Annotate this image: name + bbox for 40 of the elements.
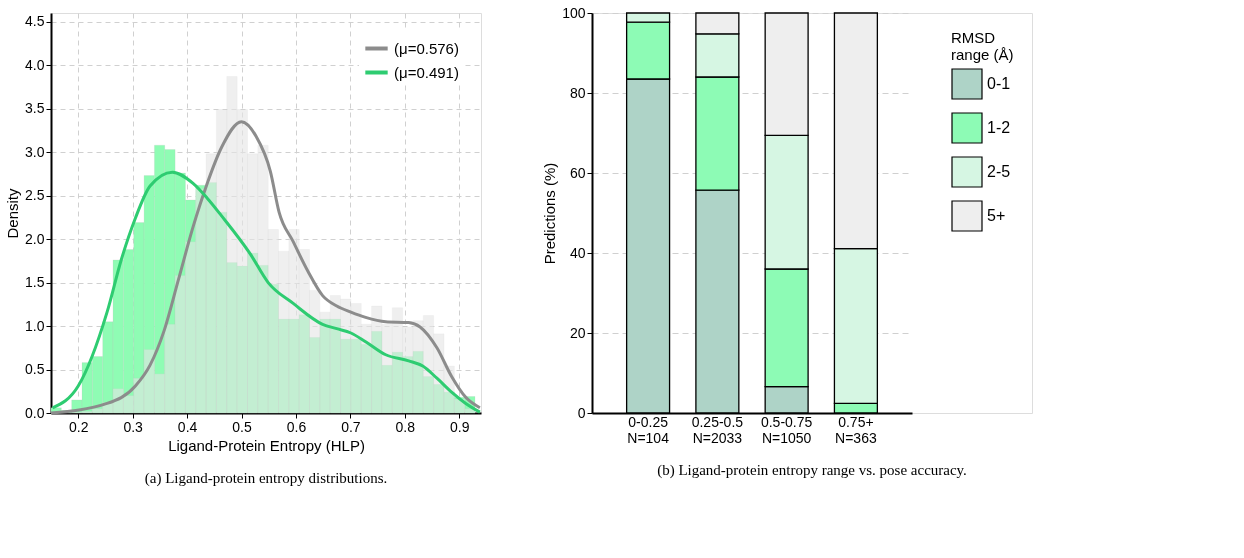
x-axis-title: Ligand-Protein Entropy (HLP) bbox=[168, 436, 365, 454]
x-tick-label: 0.4 bbox=[177, 418, 198, 435]
y-tick-label: 3.5 bbox=[25, 100, 45, 117]
y-tick-label: 80 bbox=[569, 84, 586, 101]
text: (b) Ligand-protein entropy range vs. pose accuracy. bbox=[657, 462, 967, 479]
y-tick-label: 2.5 bbox=[25, 187, 45, 204]
y-tick-label: 60 bbox=[569, 164, 586, 181]
y-tick-label: 3.0 bbox=[25, 143, 45, 160]
y-tick-label: 1.0 bbox=[25, 317, 45, 334]
text: (a) Ligand-protein entropy distributions. bbox=[144, 470, 388, 487]
legend-label: 2-5 bbox=[987, 163, 1011, 180]
y-axis-title: Predictions (%) bbox=[541, 162, 559, 265]
x-tick-label: 0-0.25 N=104 bbox=[627, 413, 670, 446]
x-tick-label: 0.2 bbox=[68, 418, 89, 435]
y-tick-label: 4.0 bbox=[25, 56, 45, 73]
legend-title: RMSD range (Å) bbox=[951, 29, 1014, 63]
y-tick-label: 20 bbox=[569, 324, 586, 341]
y-tick-label: 4.5 bbox=[25, 13, 45, 30]
x-tick-label: 0.8 bbox=[395, 418, 416, 435]
legend-label: (μ=0.576) bbox=[394, 39, 459, 57]
y-tick-label: 1.5 bbox=[25, 274, 45, 291]
y-tick-label: 2.0 bbox=[25, 230, 45, 247]
y-tick-label: 0 bbox=[577, 404, 586, 421]
y-tick-label: 40 bbox=[569, 244, 586, 261]
legend-label: 0-1 bbox=[987, 75, 1011, 92]
y-tick-label: 100 bbox=[562, 4, 586, 21]
legend-label: 5+ bbox=[987, 207, 1006, 224]
x-tick-label: 0.75+ N=363 bbox=[835, 413, 877, 446]
x-tick-label: 0.5 bbox=[232, 418, 252, 435]
x-tick-label: 0.5-0.75 N=1050 bbox=[760, 413, 813, 446]
x-tick-label: 0.3 bbox=[123, 418, 144, 435]
y-tick-label: 0.5 bbox=[25, 361, 45, 378]
x-tick-label: 0.9 bbox=[449, 418, 470, 435]
legend-label: (μ=0.491) bbox=[394, 63, 459, 81]
x-tick-label: 0.25-0.5 N=2033 bbox=[691, 413, 744, 446]
x-tick-label: 0.6 bbox=[286, 418, 307, 435]
x-tick-label: 0.7 bbox=[341, 418, 361, 435]
y-axis-title: Density bbox=[4, 188, 22, 239]
y-tick-label: 0.0 bbox=[25, 404, 45, 421]
legend-label: 1-2 bbox=[987, 119, 1011, 136]
